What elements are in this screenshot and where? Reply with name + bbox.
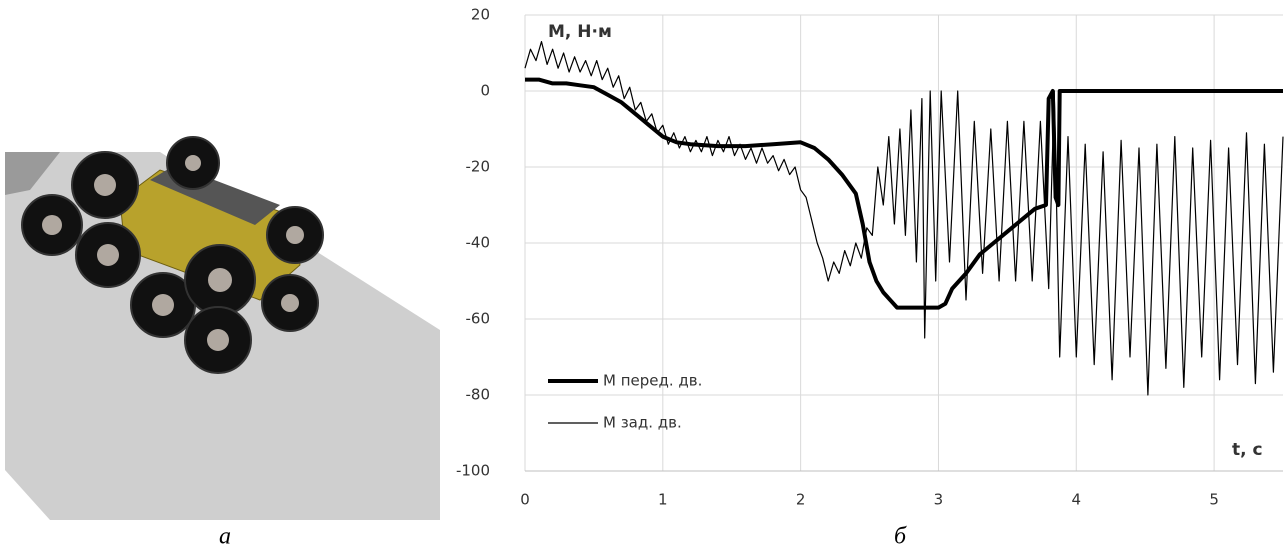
x-tick-label: 0	[520, 491, 530, 509]
y-tick-label: -40	[466, 234, 491, 252]
robot-render	[5, 136, 440, 520]
series-line	[524, 41, 1284, 396]
y-tick-label: -60	[466, 310, 491, 328]
y-tick-label: -100	[456, 462, 490, 480]
wheels	[21, 136, 324, 374]
x-tick-label: 1	[658, 491, 668, 509]
y-tick-label: -20	[466, 158, 491, 176]
x-tick-label: 3	[934, 491, 944, 509]
y-tick-label: -80	[466, 386, 491, 404]
series-line	[525, 77, 1283, 310]
line-chart: 20 0 -20 -40 -60 -80 -100 0 1 2 3 4 5 М, Н·м t, с М пер…	[456, 6, 1284, 509]
legend-label: М перед. дв.	[603, 372, 702, 390]
x-tick-label: 5	[1209, 491, 1219, 509]
ground-edge	[5, 152, 60, 195]
wheel-hubs	[42, 155, 304, 351]
legend-label: М зад. дв.	[603, 414, 682, 432]
y-axis-label: М, Н·м	[548, 22, 612, 42]
x-tick-label: 2	[796, 491, 806, 509]
y-tick-label: 0	[480, 82, 490, 100]
x-axis-label: t, с	[1232, 440, 1263, 460]
caption: а	[219, 524, 231, 550]
y-tick-label: 20	[471, 6, 490, 24]
caption: б	[894, 524, 907, 550]
x-tick-label: 4	[1071, 491, 1081, 509]
